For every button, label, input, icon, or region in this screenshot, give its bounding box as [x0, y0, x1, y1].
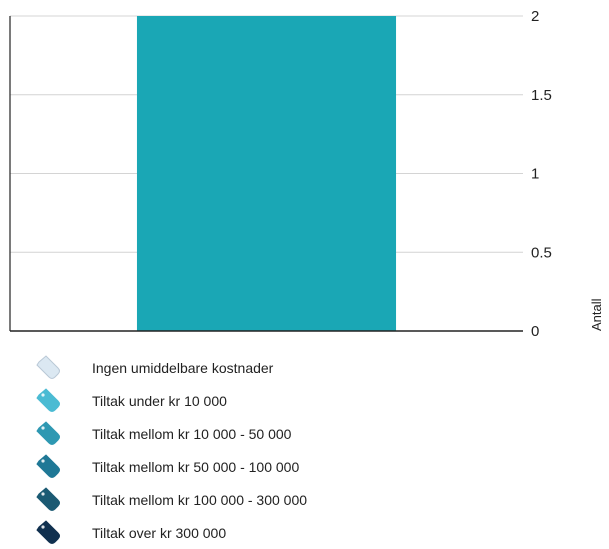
legend-label: Ingen umiddelbare kostnader	[92, 359, 274, 376]
y-axis-title: Antall	[589, 298, 604, 331]
legend-item: Tiltak under kr 10 000	[34, 384, 454, 417]
tag-medium-icon	[34, 452, 64, 482]
tag-medium-low-icon	[34, 419, 64, 449]
tag-empty-icon	[34, 353, 64, 383]
y-tick-label: 1	[531, 166, 539, 183]
legend-item: Tiltak mellom kr 50 000 - 100 000	[34, 450, 454, 483]
bars	[136, 16, 397, 331]
axes	[9, 16, 523, 332]
y-tick-label: 0	[531, 323, 539, 340]
y-tick-label: 1.5	[531, 87, 552, 104]
y-tick-label: 2	[531, 8, 539, 25]
legend-item: Tiltak over kr 300 000	[34, 516, 454, 549]
legend-label: Tiltak mellom kr 10 000 - 50 000	[92, 425, 292, 442]
legend-label: Tiltak mellom kr 100 000 - 300 000	[92, 491, 308, 508]
tag-low-icon	[34, 386, 64, 416]
legend-item: Tiltak mellom kr 10 000 - 50 000	[34, 417, 454, 450]
y-tick-label: 0.5	[531, 244, 552, 261]
y-tick-labels: 0 0.5 1 1.5 2	[531, 8, 552, 340]
legend-label: Tiltak over kr 300 000	[92, 524, 227, 541]
tag-medium-high-icon	[34, 485, 64, 515]
legend: Ingen umiddelbare kostnader Tiltak under…	[34, 351, 454, 549]
bar	[136, 16, 397, 331]
legend-item: Ingen umiddelbare kostnader	[34, 351, 454, 384]
chart-area: 0 0.5 1 1.5 2 Antall	[9, 8, 604, 340]
legend-label: Tiltak mellom kr 50 000 - 100 000	[92, 458, 300, 475]
tag-high-icon	[34, 518, 64, 548]
legend-label: Tiltak under kr 10 000	[92, 392, 227, 409]
legend-item: Tiltak mellom kr 100 000 - 300 000	[34, 483, 454, 516]
